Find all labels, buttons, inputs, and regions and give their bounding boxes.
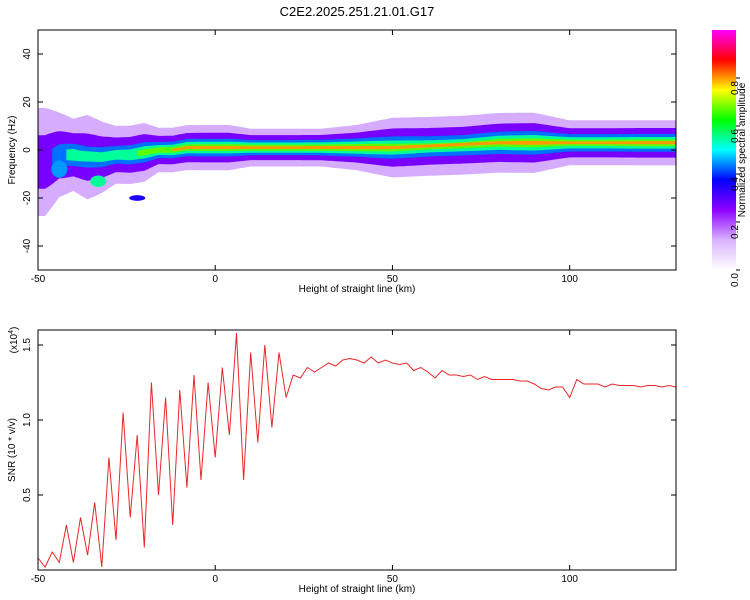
heatmap-marks [38, 108, 676, 216]
colorbar-ticks: 0.0 0.2 0.4 0.6 0.8 [730, 77, 741, 287]
snr-x-label: Height of straight line (km) [299, 584, 416, 595]
colorbar-label: Normalized spectral amplitude [737, 82, 748, 217]
snr-frame [37, 329, 677, 571]
y-tick-label: 1.5 [22, 338, 33, 352]
x-tick-label: 0 [212, 274, 218, 285]
x-tick-label: 50 [387, 274, 399, 285]
y-tick-label: 0.5 [22, 488, 33, 502]
heatmap-blob [90, 175, 107, 187]
y-tick-label: 1.0 [22, 413, 33, 427]
snr-scale-prefix: (x10 [9, 333, 20, 353]
colorbar-gradient [712, 30, 736, 270]
spectrogram-y-ticks: 40 20 0 -20 -40 [22, 48, 676, 253]
x-tick-label: 100 [561, 274, 578, 285]
snr-scale-exponent: 4 [8, 330, 15, 334]
heatmap-blob [51, 160, 68, 178]
snr-scale-suffix: ) [9, 327, 20, 330]
heatmap-band [172, 140, 676, 152]
colorbar-tick-label: 0.8 [730, 81, 741, 95]
snr-y-scale-factor: (x104) [8, 327, 20, 354]
spectrogram-y-label: Frequency (Hz) [7, 116, 18, 185]
colorbar-tick-label: 0.4 [730, 177, 741, 191]
x-tick-label: 0 [212, 574, 218, 585]
colorbar-tick-label: 0.2 [730, 225, 741, 239]
snr-panel: -50 0 50 100 1.5 1.0 0.5 Height of straight l… [7, 327, 677, 595]
spectrogram-x-label: Height of straight line (km) [299, 284, 416, 295]
colorbar: 0.0 0.2 0.4 0.6 0.8 Normalized spectral ampl… [712, 30, 748, 287]
y-tick-label: -20 [22, 190, 33, 205]
spectrogram-panel: -50 0 50 100 40 20 0 -20 -40 Height of straight… [7, 29, 677, 295]
colorbar-tick-label: 0.0 [730, 273, 741, 287]
x-tick-label: -50 [31, 574, 46, 585]
x-tick-label: 100 [561, 574, 578, 585]
y-tick-label: 20 [22, 96, 33, 108]
heatmap-blob [129, 195, 146, 201]
snr-y-label: SNR (10 * v/v) [7, 418, 18, 482]
y-tick-label: -40 [22, 238, 33, 253]
snr-x-ticks: -50 0 50 100 [31, 330, 578, 585]
colorbar-tick-label: 0.6 [730, 129, 741, 143]
y-tick-label: 0 [22, 147, 33, 153]
chart-title: C2E2.2025.251.21.01.G17 [280, 4, 435, 19]
spectrogram-x-ticks: -50 0 50 100 [31, 30, 578, 285]
x-tick-label: 50 [387, 574, 399, 585]
snr-y-ticks: 1.5 1.0 0.5 [22, 338, 676, 502]
x-tick-label: -50 [31, 274, 46, 285]
snr-series-line [38, 332, 676, 568]
y-tick-label: 40 [22, 48, 33, 60]
